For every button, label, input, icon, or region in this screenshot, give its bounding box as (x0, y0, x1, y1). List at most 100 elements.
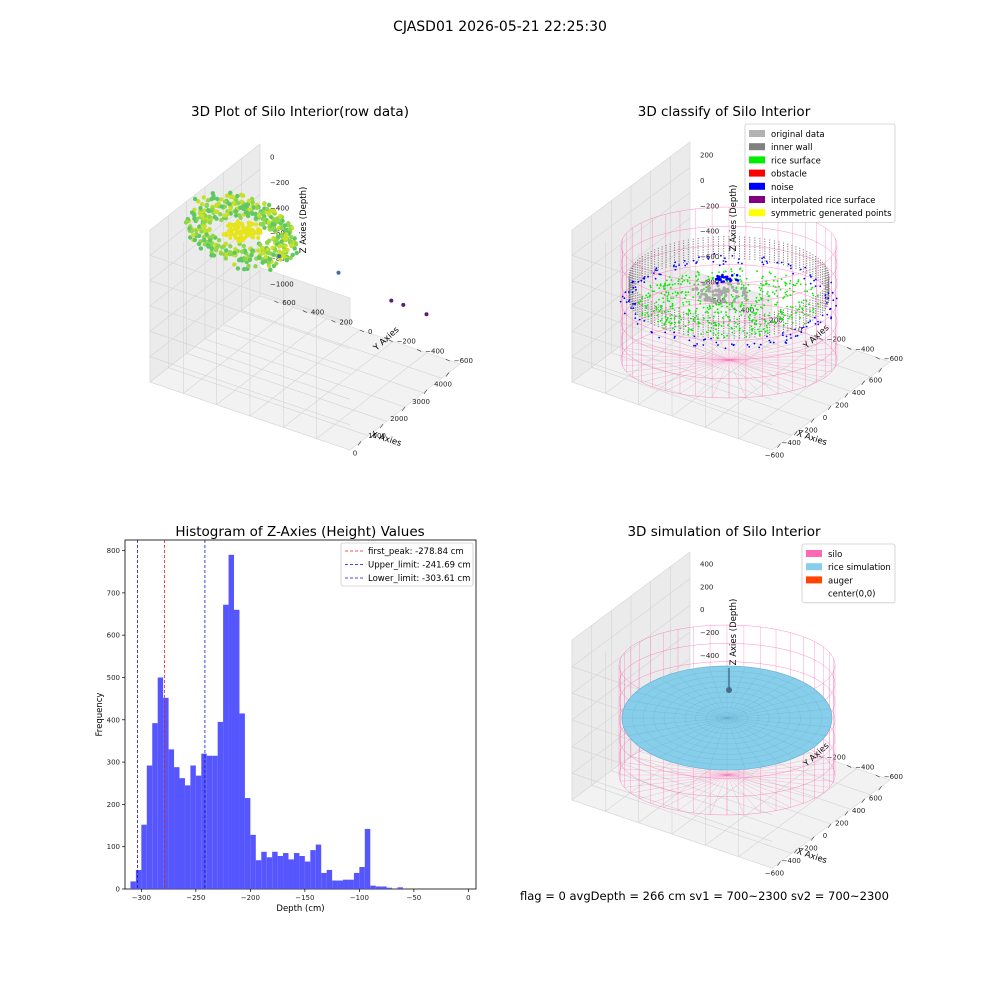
noise-point (794, 335, 797, 337)
silo-floor-spoke (663, 774, 728, 808)
rice-mesh-line (659, 717, 728, 758)
rice-surface-point (655, 305, 657, 308)
y-tick-label: −600 (884, 773, 903, 781)
rice-mesh-line (726, 708, 831, 719)
histogram-bar (359, 867, 365, 889)
rice-surface-point (777, 313, 780, 315)
rice-surface-point (677, 292, 679, 295)
raw-point (203, 219, 208, 224)
raw-point (210, 206, 215, 212)
rice-surface-point (761, 284, 764, 286)
rice-surface-point (735, 286, 738, 289)
raw-point (239, 192, 244, 197)
noise-point (714, 278, 718, 281)
rice-surface-point (697, 325, 700, 328)
rice-surface-point (668, 283, 671, 286)
raw-point (284, 258, 289, 263)
original-point (706, 288, 710, 292)
rice-surface-point (675, 294, 678, 297)
rice-surface-point (751, 329, 754, 332)
outlier-point (401, 302, 406, 307)
raw-point (256, 235, 261, 240)
rice-surface-point (721, 305, 723, 308)
raw-point (192, 196, 198, 202)
noise-point (790, 337, 792, 339)
rice-surface-point (806, 290, 809, 293)
rice-surface-point (766, 293, 768, 295)
noise-point (769, 341, 772, 344)
raw-point (292, 236, 297, 241)
raw-point (200, 224, 205, 229)
histogram-bar (397, 887, 403, 889)
silo-floor-spoke (728, 353, 836, 361)
rice-surface-point (666, 299, 669, 302)
raw-point (284, 236, 289, 241)
x-tick-label: 1000 (368, 432, 386, 440)
rice-surface-point (789, 280, 792, 282)
legend-label: obstacle (771, 170, 807, 180)
original-point (722, 298, 727, 302)
histogram-bar (146, 765, 153, 889)
legend-swatch (749, 143, 765, 151)
x-tick-mark (357, 441, 362, 446)
silo-floor-spoke (726, 774, 745, 815)
rice-surface-point (688, 303, 691, 306)
rice-surface-point (641, 304, 644, 306)
noise-point (762, 263, 765, 266)
noise-point (720, 280, 723, 284)
rice-surface-point (750, 332, 753, 335)
raw-point (205, 243, 211, 248)
rice-surface-point (725, 311, 727, 314)
raw-point (205, 198, 211, 203)
raw-point (207, 220, 213, 225)
noise-point (637, 280, 640, 283)
raw-point (267, 257, 272, 262)
noise-point (698, 256, 700, 259)
original-point (724, 293, 728, 297)
rice-surface-point (720, 325, 723, 327)
silo-floor-spoke (622, 359, 730, 367)
rice-surface-point (746, 298, 749, 301)
rice-surface-point (659, 309, 662, 311)
rice-surface-point (767, 314, 770, 317)
x-tick-label: −200 (799, 845, 818, 853)
rice-surface-point (802, 299, 805, 302)
noise-point (724, 347, 727, 350)
rice-surface-point (684, 297, 686, 299)
x-tick-label: −200 (799, 427, 818, 435)
rice-surface-point (755, 323, 758, 326)
noise-point (813, 279, 815, 282)
noise-point (643, 281, 646, 283)
raw-point (250, 200, 255, 205)
noise-point (826, 302, 828, 304)
raw-point (241, 243, 246, 249)
noise-point (768, 339, 771, 342)
rice-surface-point (760, 306, 762, 309)
raw-point (205, 208, 211, 213)
original-point (736, 282, 740, 286)
raw-point (228, 190, 233, 195)
histogram-bar (250, 834, 256, 889)
rice-surface-point (761, 297, 764, 300)
rice-surface-point (755, 296, 758, 299)
raw-point (214, 209, 220, 214)
rice-surface-point (695, 310, 697, 312)
noise-point (695, 262, 697, 265)
rice-surface-point (784, 291, 787, 294)
rice-surface-point (731, 305, 733, 308)
rice-surface-point (644, 314, 646, 316)
original-point (716, 284, 720, 288)
raw-point (238, 233, 243, 238)
raw-point (274, 261, 279, 266)
silo-floor-spoke (693, 774, 728, 814)
silo-floor-spoke (709, 774, 728, 815)
noise-point (785, 335, 788, 338)
rice-mesh-line (646, 717, 728, 752)
rice-surface-point (812, 311, 815, 314)
rice-surface-point (747, 283, 750, 286)
histogram-bar (217, 721, 224, 889)
original-point (727, 282, 731, 286)
rice-surface-point (704, 311, 707, 314)
rice-surface-point (706, 310, 708, 313)
noise-point (807, 321, 810, 324)
